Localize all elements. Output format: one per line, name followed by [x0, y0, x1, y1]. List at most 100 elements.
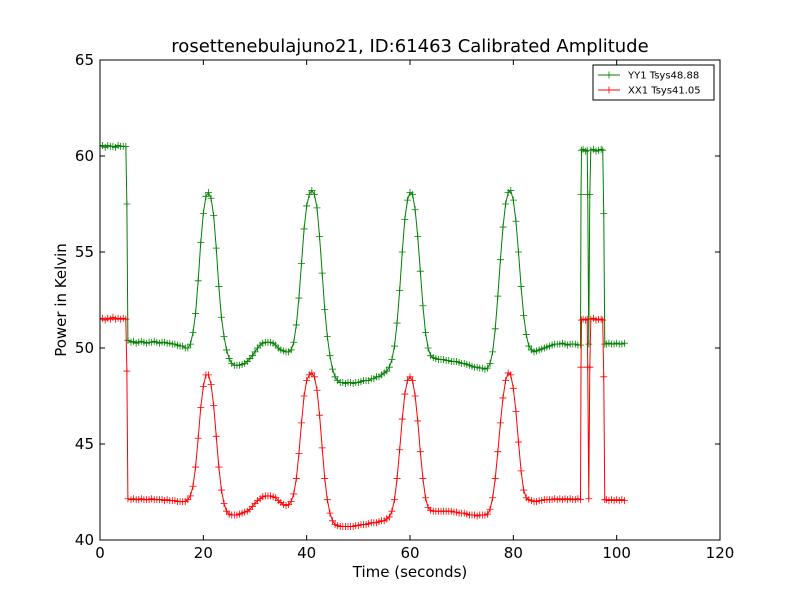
data-point	[486, 359, 494, 367]
data-point	[512, 407, 520, 415]
data-point	[210, 402, 218, 410]
data-point	[388, 507, 396, 515]
legend-entry-yy1: YY1 Tsys48.88	[598, 71, 699, 82]
plot-area	[99, 59, 721, 541]
data-point	[502, 200, 510, 208]
data-point	[600, 210, 608, 218]
data-point	[401, 390, 409, 398]
data-point	[484, 510, 491, 518]
data-point	[411, 392, 419, 400]
legend-marker	[605, 86, 613, 94]
data-point	[496, 256, 504, 264]
x-tick-label: 0	[95, 544, 105, 562]
data-point	[496, 419, 504, 427]
data-point	[215, 463, 223, 471]
data-point	[202, 192, 210, 200]
series-yy1	[100, 141, 628, 388]
data-point	[287, 346, 295, 354]
data-point	[586, 363, 594, 371]
data-point	[207, 380, 215, 388]
chart-title: rosettenebulajuno21, ID:61463 Calibrated…	[171, 36, 648, 57]
data-point	[122, 142, 130, 150]
data-point	[409, 377, 417, 385]
data-point	[215, 283, 223, 291]
x-tick-label: 100	[602, 544, 631, 562]
legend-label: XX1 Tsys41.05	[628, 86, 701, 97]
data-point	[207, 194, 215, 202]
data-point	[494, 292, 502, 300]
legend: YY1 Tsys48.88 XX1 Tsys41.05	[592, 64, 715, 101]
data-point	[323, 496, 331, 504]
data-point	[123, 367, 131, 375]
data-point	[194, 277, 202, 285]
data-point	[189, 482, 197, 490]
data-point	[217, 486, 225, 494]
data-point	[318, 269, 326, 277]
data-point	[186, 340, 194, 348]
data-point	[212, 244, 220, 252]
data-point	[403, 196, 411, 204]
data-point	[489, 494, 497, 502]
data-point	[292, 321, 300, 329]
data-point	[515, 438, 522, 446]
data-point	[582, 316, 590, 324]
x-tick-label: 40	[297, 544, 316, 562]
data-point	[512, 217, 520, 225]
data-point	[600, 373, 608, 381]
y-tick-label: 55	[75, 243, 94, 261]
data-point	[199, 382, 207, 390]
data-point	[391, 342, 398, 350]
data-point	[197, 404, 205, 412]
data-point	[197, 238, 205, 246]
legend-box	[592, 64, 715, 101]
data-point	[620, 339, 628, 347]
data-point	[398, 415, 406, 423]
data-point	[251, 348, 259, 356]
data-point	[308, 369, 316, 377]
data-point	[414, 417, 422, 425]
data-point	[509, 384, 517, 392]
data-point	[520, 311, 528, 319]
data-point	[517, 467, 525, 475]
data-point	[414, 233, 422, 241]
data-point	[189, 329, 197, 337]
data-point	[398, 248, 406, 256]
y-tick-label: 65	[75, 51, 94, 69]
x-tick-label: 80	[504, 544, 523, 562]
data-point	[577, 341, 584, 349]
data-point	[489, 348, 497, 356]
series-group	[100, 141, 628, 531]
data-point	[290, 338, 298, 346]
x-tick-label: 60	[400, 544, 419, 562]
plot-background	[100, 60, 720, 540]
data-point	[316, 411, 324, 419]
data-point	[287, 498, 295, 506]
data-point	[310, 373, 318, 381]
legend-entry-xx1: XX1 Tsys41.05	[598, 86, 701, 97]
data-point	[303, 377, 311, 385]
data-point	[313, 204, 321, 212]
data-point	[217, 313, 225, 321]
data-point	[326, 352, 334, 360]
data-point	[416, 448, 424, 456]
data-point	[300, 225, 308, 233]
data-point	[225, 355, 233, 363]
data-point	[424, 344, 432, 352]
series-xx1	[100, 313, 628, 531]
data-point	[577, 496, 584, 504]
data-point	[585, 495, 593, 503]
data-point	[192, 309, 200, 317]
data-point	[416, 267, 424, 275]
x-tick-label: 20	[194, 544, 213, 562]
data-point	[329, 517, 336, 525]
data-point	[199, 210, 207, 218]
data-point	[419, 475, 427, 483]
data-point	[295, 450, 303, 458]
data-point	[599, 146, 607, 154]
data-point	[597, 315, 605, 323]
data-point	[248, 352, 256, 360]
data-point	[313, 386, 321, 394]
data-point	[184, 344, 192, 352]
data-point	[303, 202, 311, 210]
